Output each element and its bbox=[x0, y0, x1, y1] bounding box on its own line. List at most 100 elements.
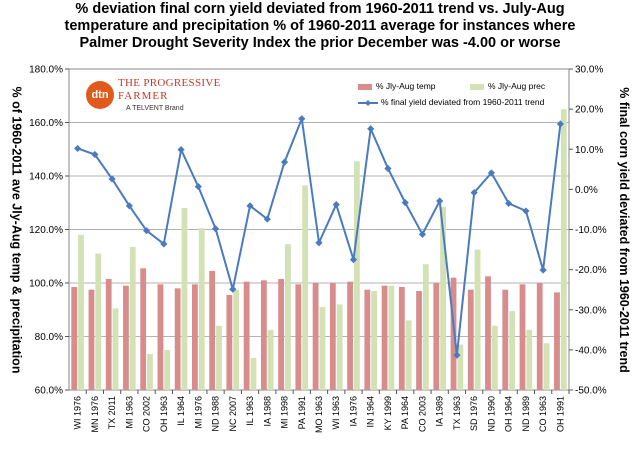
left-tick-label: 100.0% bbox=[29, 279, 63, 290]
yield-deviation-point bbox=[229, 285, 237, 293]
bar-jly-aug-temp bbox=[140, 268, 147, 390]
yield-deviation-point bbox=[280, 158, 289, 166]
x-category-label: TX 1963 bbox=[452, 396, 462, 430]
bar-jly-aug-temp bbox=[381, 285, 388, 390]
yield-deviation-point bbox=[177, 146, 185, 154]
legend-item-yield: % final yield deviated from 1960-2011 tr… bbox=[358, 97, 544, 107]
bar-jly-aug-temp bbox=[88, 289, 95, 390]
yield-deviation-point bbox=[453, 351, 461, 359]
bar-jly-aug-temp bbox=[433, 283, 440, 390]
chart-title-line-2: temperature and precipitation % of 1960-… bbox=[64, 18, 576, 34]
bar-jly-aug-prec bbox=[371, 291, 378, 390]
yield-deviation-point bbox=[539, 266, 547, 274]
bar-jly-aug-prec bbox=[509, 311, 515, 390]
left-tick-label: 80.0% bbox=[35, 332, 63, 343]
x-category-label: CO 2002 bbox=[142, 396, 152, 432]
right-tick-label: -30.0% bbox=[575, 305, 607, 316]
bar-jly-aug-prec bbox=[560, 109, 567, 390]
chart-title-line-1: % deviation final corn yield deviated fr… bbox=[75, 1, 565, 17]
bar-jly-aug-temp bbox=[519, 284, 526, 390]
legend-swatch-yield bbox=[358, 99, 378, 106]
bar-jly-aug-temp bbox=[174, 288, 181, 390]
yield-deviation-point bbox=[522, 207, 530, 215]
bar-jly-aug-prec bbox=[440, 206, 446, 390]
x-category-label: TX 2011 bbox=[107, 396, 117, 429]
x-category-label: IA 1988 bbox=[262, 396, 272, 427]
x-category-label: SD 1976 bbox=[469, 396, 479, 431]
bar-jly-aug-temp bbox=[329, 283, 336, 390]
bar-jly-aug-prec bbox=[388, 285, 395, 390]
bar-jly-aug-prec bbox=[181, 208, 188, 390]
bar-jly-aug-temp bbox=[192, 284, 198, 390]
yield-deviation-point bbox=[74, 144, 82, 153]
x-category-label: WI 1963 bbox=[331, 396, 341, 430]
bar-jly-aug-prec bbox=[198, 228, 205, 390]
bar-jly-aug-prec bbox=[147, 353, 153, 390]
bar-jly-aug-temp bbox=[485, 276, 491, 390]
yield-deviation-point bbox=[384, 164, 392, 173]
x-category-label: OH 1964 bbox=[504, 396, 514, 432]
logo-line-3: A TELVENT Brand bbox=[126, 105, 184, 112]
x-category-label: MI 1976 bbox=[193, 396, 203, 429]
chart-title-line-3: Palmer Drought Severity Index the prior … bbox=[79, 35, 561, 51]
right-tick-label: -50.0% bbox=[575, 386, 607, 397]
x-category-label: IN 1964 bbox=[366, 396, 376, 428]
dtn-progressive-farmer-logo: dtn THE PROGRESSIVE FARMER A TELVENT Bra… bbox=[86, 77, 220, 121]
yield-deviation-point bbox=[246, 202, 254, 210]
bar-jly-aug-prec bbox=[78, 234, 84, 390]
x-category-label: IA 1976 bbox=[348, 396, 358, 427]
legend-label-prec: % Jly-Aug prec bbox=[488, 81, 546, 91]
bar-jly-aug-temp bbox=[209, 270, 216, 390]
bar-jly-aug-temp bbox=[554, 292, 560, 390]
logo-line-1: THE PROGRESSIVE bbox=[118, 77, 221, 89]
x-category-label: CO 2003 bbox=[417, 396, 427, 432]
left-tick-label: 180.0% bbox=[29, 65, 63, 76]
x-category-label: OH 1963 bbox=[159, 396, 169, 432]
left-tick-label: 60.0% bbox=[35, 386, 63, 397]
bar-jly-aug-temp bbox=[71, 287, 78, 390]
y-axis-title-left: % of 1960-2011 ave Jly-Aug temp & precip… bbox=[8, 86, 23, 373]
x-category-label: KY 1999 bbox=[383, 396, 393, 430]
yield-deviation-point bbox=[263, 215, 271, 223]
bar-jly-aug-prec bbox=[250, 357, 257, 390]
bar-jly-aug-temp bbox=[364, 289, 371, 390]
yield-deviation-point bbox=[367, 125, 375, 133]
bar-jly-aug-prec bbox=[526, 329, 533, 390]
x-category-label: ND 1989 bbox=[521, 396, 531, 432]
x-category-label: MI 1963 bbox=[124, 396, 134, 429]
x-category-label: PA 1964 bbox=[400, 396, 410, 429]
bar-jly-aug-prec bbox=[457, 344, 464, 390]
bar-jly-aug-prec bbox=[353, 161, 360, 390]
bar-jly-aug-temp bbox=[416, 291, 422, 390]
bar-jly-aug-temp bbox=[123, 285, 129, 390]
bar-jly-aug-prec bbox=[543, 343, 550, 390]
legend-label-temp: % Jly-Aug temp bbox=[376, 81, 436, 91]
x-category-label: IA 1989 bbox=[435, 396, 445, 427]
right-tick-label: 20.0% bbox=[575, 105, 603, 116]
yield-deviation-point bbox=[470, 188, 478, 197]
yield-deviation-point bbox=[315, 239, 323, 247]
yield-deviation-point bbox=[298, 115, 306, 123]
yield-deviation-point bbox=[556, 120, 564, 128]
bar-jly-aug-temp bbox=[157, 284, 164, 390]
yield-deviation-point bbox=[91, 150, 99, 159]
bar-jly-aug-prec bbox=[216, 325, 222, 390]
bar-jly-aug-prec bbox=[267, 329, 274, 390]
bar-jly-aug-prec bbox=[319, 307, 326, 390]
legend-swatch-prec bbox=[470, 83, 484, 90]
x-category-label: MI 1998 bbox=[280, 396, 290, 429]
x-category-label: CO 1963 bbox=[538, 396, 548, 432]
legend-swatch-temp bbox=[358, 83, 372, 90]
bar-jly-aug-prec bbox=[164, 349, 171, 390]
yield-deviation-point bbox=[160, 240, 168, 248]
bar-jly-aug-temp bbox=[536, 283, 543, 390]
bar-jly-aug-prec bbox=[405, 320, 412, 390]
left-tick-label: 140.0% bbox=[29, 172, 63, 183]
bar-jly-aug-temp bbox=[467, 289, 474, 390]
bar-jly-aug-temp bbox=[226, 295, 233, 390]
x-category-label: IL 1964 bbox=[176, 396, 186, 426]
bar-jly-aug-prec bbox=[474, 249, 481, 390]
bar-jly-aug-prec bbox=[285, 244, 291, 390]
dtn-logo-icon: dtn bbox=[86, 81, 114, 109]
